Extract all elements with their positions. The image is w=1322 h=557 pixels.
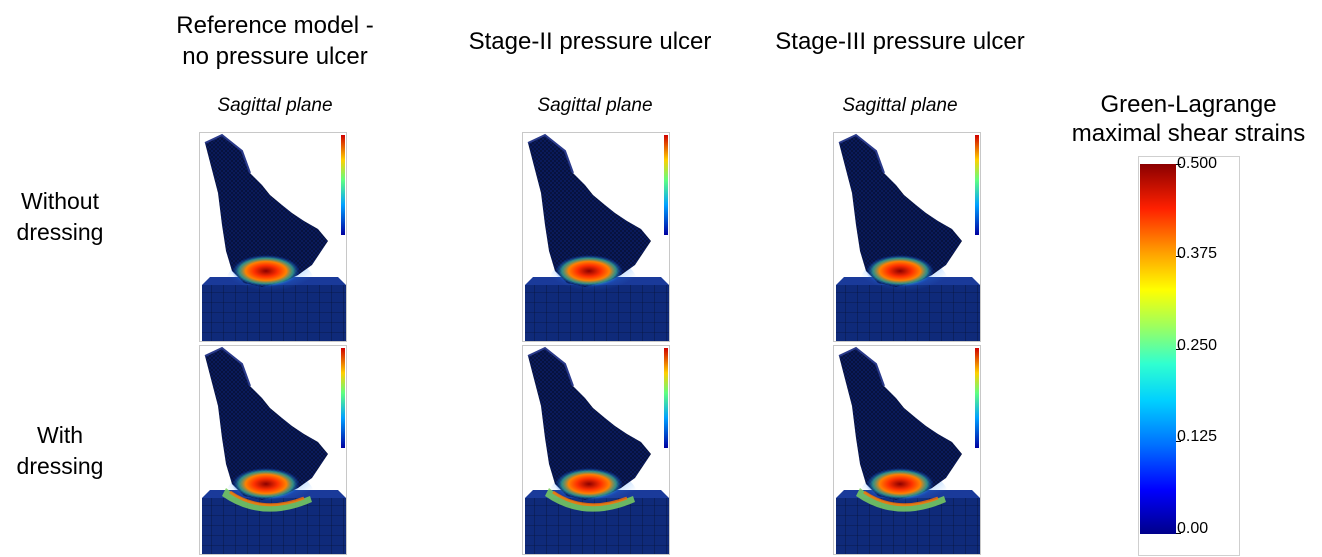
legend-tick-label: 0.00: [1177, 520, 1209, 537]
panel-stage3-with-dressing: [833, 345, 981, 555]
legend-title-line2: maximal shear strains: [1071, 120, 1306, 147]
legend-tick-mark: [1176, 349, 1181, 350]
legend-tick-mark: [1176, 164, 1181, 165]
panel-stage2-without-dressing: [522, 132, 670, 342]
plane-label-stage2: Sagittal plane: [537, 95, 653, 116]
plane-label-stage3: Sagittal plane: [842, 95, 958, 116]
panel-reference-without-dressing: [199, 132, 347, 342]
column-title-stage3-line1: Stage-III pressure ulcer: [775, 28, 1025, 55]
legend-tick-label: 0.500: [1177, 155, 1218, 172]
column-title-reference-line2: no pressure ulcer: [182, 43, 368, 70]
panel-stage2-with-dressing: [522, 345, 670, 555]
legend-title-line1: Green-Lagrange: [1100, 91, 1277, 118]
column-title-reference-line1: Reference model -: [176, 12, 374, 39]
legend-tick-label: 0.125: [1177, 428, 1218, 445]
row-label-with-line1: With: [37, 422, 83, 448]
column-title-stage2-line1: Stage-II pressure ulcer: [468, 28, 712, 55]
panel-stage3-without-dressing: [833, 132, 981, 342]
legend-tick-label: 0.250: [1177, 337, 1218, 354]
legend-tick-mark: [1176, 441, 1181, 442]
legend-tick-mark: [1176, 533, 1181, 534]
row-label-without-line1: Without: [21, 188, 99, 214]
panel-reference-with-dressing: [199, 345, 347, 555]
legend-tick-mark: [1176, 256, 1181, 257]
column-title-stage2: Stage-II pressure ulcer: [450, 26, 730, 57]
plane-label-reference: Sagittal plane: [217, 95, 333, 116]
row-label-without-line2: dressing: [16, 219, 104, 245]
legend-tick-label: 0.375: [1177, 245, 1218, 262]
row-label-without-dressing: Without dressing: [0, 186, 120, 248]
row-label-with-line2: dressing: [16, 453, 104, 479]
legend-color-bar: [1140, 164, 1176, 534]
column-title-reference: Reference model - no pressure ulcer: [165, 10, 385, 72]
row-label-with-dressing: With dressing: [0, 420, 120, 482]
legend-title: Green-Lagrange maximal shear strains: [1055, 90, 1322, 148]
column-title-stage3: Stage-III pressure ulcer: [755, 26, 1045, 57]
